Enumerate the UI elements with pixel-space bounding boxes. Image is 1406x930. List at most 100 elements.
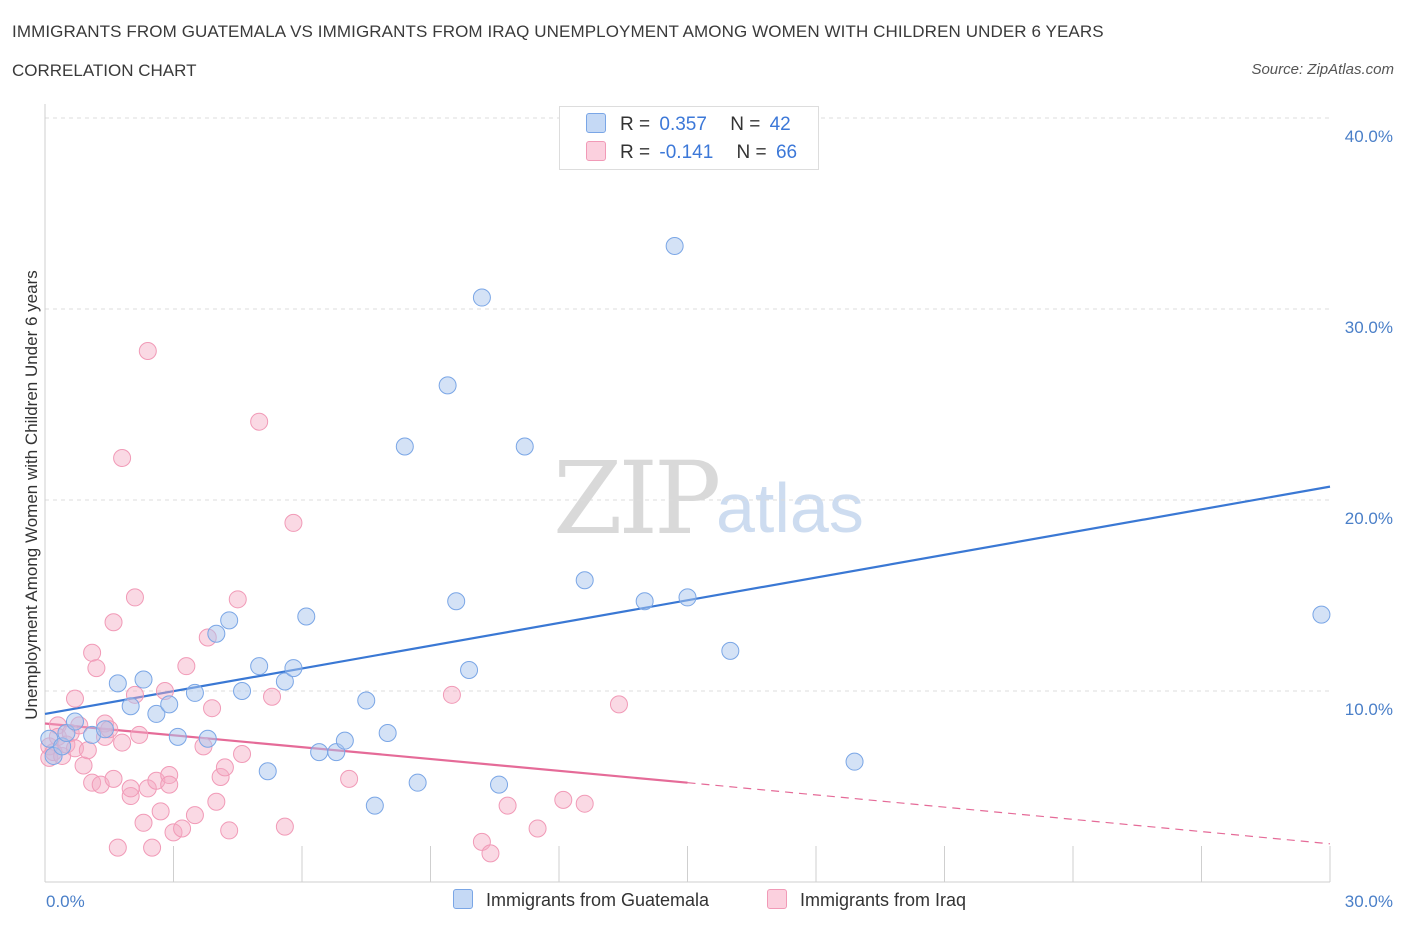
y-tick-label: 20.0% (1345, 509, 1393, 528)
data-point-guatemala (233, 682, 252, 700)
data-point-guatemala (490, 775, 509, 794)
data-point-iraq (143, 838, 162, 857)
data-point-guatemala (408, 773, 427, 792)
data-point-iraq (340, 769, 359, 788)
data-point-iraq (83, 643, 102, 662)
data-point-iraq (113, 733, 132, 752)
watermark-zip: ZIP (553, 440, 721, 557)
data-point-iraq (138, 342, 157, 361)
data-point-guatemala (447, 592, 466, 611)
legend-n-value: 42 (769, 114, 791, 135)
data-point-guatemala (108, 674, 127, 693)
data-point-guatemala (220, 611, 239, 630)
data-point-guatemala (185, 683, 204, 702)
data-point-iraq (113, 448, 132, 467)
data-point-iraq (185, 806, 204, 825)
data-point-guatemala (160, 695, 179, 714)
data-point-iraq (173, 819, 192, 838)
guatemala-swatch (453, 889, 473, 909)
legend-row-guatemala: R = 0.357 N = 42 (586, 113, 791, 137)
data-point-iraq (130, 725, 149, 744)
data-point-iraq (481, 844, 500, 863)
data-point-iraq (220, 821, 239, 840)
y-tick-label: 10.0% (1345, 700, 1393, 719)
legend-n-label: N = (730, 114, 761, 135)
legend-n-label: N = (736, 142, 767, 163)
data-point-iraq (104, 769, 123, 788)
data-point-guatemala (250, 657, 269, 676)
data-point-iraq (284, 513, 303, 532)
data-point-iraq (575, 794, 594, 813)
data-point-iraq (125, 588, 144, 607)
data-point-iraq (275, 817, 294, 836)
data-point-iraq (74, 756, 93, 775)
data-point-iraq (207, 792, 226, 811)
data-point-iraq (233, 745, 252, 764)
legend-label-iraq: Immigrants from Iraq (800, 890, 967, 910)
data-point-iraq (554, 790, 573, 809)
data-point-iraq (609, 695, 628, 714)
data-point-iraq (498, 796, 517, 815)
iraq-swatch (767, 889, 787, 909)
data-point-iraq (121, 787, 140, 806)
legend-r-label: R = (620, 114, 651, 135)
legend-label-guatemala: Immigrants from Guatemala (486, 890, 710, 910)
data-point-iraq (203, 699, 222, 718)
data-point-iraq (228, 590, 247, 609)
x-tick-label: 30.0% (1345, 892, 1393, 911)
data-point-guatemala (134, 670, 153, 689)
data-point-guatemala (438, 376, 457, 395)
data-point-guatemala (335, 731, 354, 750)
data-point-iraq (65, 689, 84, 708)
data-point-guatemala (365, 796, 384, 815)
data-point-guatemala (147, 704, 166, 723)
data-point-iraq (164, 823, 183, 842)
x-tick-label: 0.0% (46, 892, 85, 911)
bottom-legend-iraq: Immigrants from Iraq (767, 889, 966, 911)
legend-r-value: 0.357 (659, 114, 707, 135)
data-point-guatemala (1312, 605, 1331, 624)
data-point-iraq (177, 657, 196, 676)
data-point-iraq (151, 802, 170, 821)
data-point-guatemala (95, 720, 114, 739)
data-point-guatemala (665, 236, 684, 255)
data-point-guatemala (121, 697, 140, 716)
data-point-guatemala (395, 437, 414, 456)
data-point-iraq (528, 819, 547, 838)
data-point-iraq (78, 741, 97, 760)
iraq-swatch (586, 141, 606, 161)
watermark-atlas: atlas (716, 469, 864, 547)
data-point-guatemala (635, 592, 654, 611)
y-axis-label: Unemployment Among Women with Children U… (22, 270, 41, 719)
data-point-guatemala (575, 571, 594, 590)
data-point-iraq (160, 775, 179, 794)
data-point-guatemala (275, 672, 294, 691)
source-credit: Source: ZipAtlas.com (1251, 61, 1394, 78)
trend-line-iraq (44, 722, 688, 784)
legend-r-value: -0.141 (659, 142, 714, 163)
trend-lines (44, 485, 1331, 845)
series-iraq-points (40, 342, 628, 863)
data-point-iraq (108, 838, 127, 857)
data-point-guatemala (258, 762, 277, 781)
data-point-guatemala (515, 437, 534, 456)
data-point-guatemala (207, 624, 226, 643)
data-point-guatemala (168, 727, 187, 746)
guatemala-swatch (586, 113, 606, 133)
data-point-guatemala (721, 641, 740, 660)
data-point-guatemala (65, 712, 84, 731)
trend-line-iraq-extension (687, 782, 1331, 845)
data-point-iraq (160, 766, 179, 785)
data-point-guatemala (378, 724, 397, 743)
data-point-iraq (87, 659, 106, 678)
data-point-iraq (104, 613, 123, 632)
data-point-guatemala (198, 729, 217, 748)
data-point-iraq (442, 685, 461, 704)
data-point-guatemala (845, 752, 864, 771)
legend-n-value: 66 (775, 142, 798, 163)
data-point-iraq (121, 779, 140, 798)
chart-subtitle: CORRELATION CHART (12, 61, 197, 80)
y-tick-label: 40.0% (1345, 127, 1393, 146)
data-point-guatemala (297, 607, 316, 626)
